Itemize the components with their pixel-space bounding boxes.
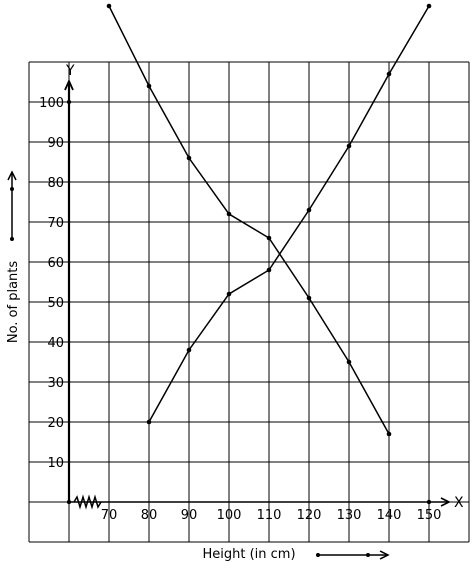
y-tick-label: 60: [47, 256, 64, 271]
data-point-series-1: [186, 155, 192, 161]
y-direction-arrow: [7, 170, 17, 241]
x-axis-arrow: [440, 497, 451, 507]
data-point-series-2: [186, 347, 192, 353]
y-tick-label: 90: [47, 136, 64, 151]
x-axis-letter: X: [454, 495, 464, 511]
data-point-series-2: [146, 419, 152, 425]
x-axis-end-point: [426, 499, 432, 505]
y-axis-letter: Y: [65, 63, 75, 79]
y-tick-label: 40: [47, 336, 64, 351]
x-tick-label: 70: [101, 508, 118, 523]
x-axis-label: Height (in cm): [202, 547, 295, 562]
y-tick-label: 10: [47, 456, 64, 471]
chart-grid: [28, 61, 470, 543]
y-tick-label: 50: [47, 296, 64, 311]
data-point-series-1: [146, 83, 152, 89]
y-axis-label: No. of plants: [6, 261, 21, 344]
data-point-series-2: [386, 71, 392, 77]
data-point-series-1: [306, 295, 312, 301]
data-point-series-1: [346, 359, 352, 365]
x-direction-arrow: [316, 550, 390, 560]
y-tick-label: 20: [47, 416, 64, 431]
y-axis-arrow: [64, 78, 74, 91]
x-tick-label: 140: [377, 508, 402, 523]
data-point-series-2: [226, 291, 232, 297]
y-axis-top-point: [66, 99, 72, 105]
chart-ticks: 70 80 90 100 110 120 130 140 150 10 20 30 40 50 60 70 80…: [39, 96, 441, 523]
x-axis-break: [73, 494, 102, 510]
x-tick-label: 130: [337, 508, 362, 523]
data-point-series-2: [306, 207, 312, 213]
series-line-1: [108, 5, 390, 435]
y-tick-label: 80: [47, 176, 64, 191]
x-tick-label: 90: [181, 508, 198, 523]
x-tick-label: 120: [297, 508, 322, 523]
y-tick-label: 70: [47, 216, 64, 231]
chart-axes: [64, 78, 451, 507]
data-point-series-1: [386, 431, 392, 437]
chart-series: [106, 3, 432, 437]
data-point-series-2: [346, 143, 352, 149]
x-tick-label: 100: [217, 508, 242, 523]
origin-point: [66, 499, 72, 505]
x-tick-label: 110: [257, 508, 282, 523]
x-tick-label: 80: [141, 508, 158, 523]
y-tick-label: 30: [47, 376, 64, 391]
x-tick-label: 150: [417, 508, 442, 523]
y-tick-label: 100: [39, 96, 64, 111]
data-point-series-1: [266, 235, 272, 241]
series-line-2: [148, 5, 430, 423]
data-point-series-1: [226, 211, 232, 217]
data-point-series-2: [266, 267, 272, 273]
data-point-series-2: [426, 3, 432, 9]
data-point-series-1: [106, 3, 112, 9]
